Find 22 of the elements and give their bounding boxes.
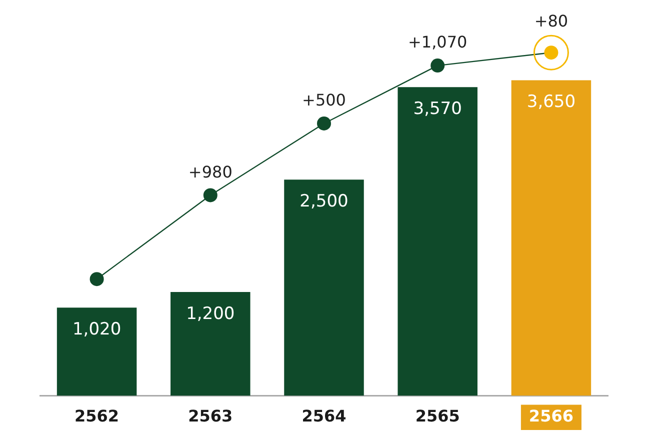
x-tick-label: 2564	[302, 406, 346, 426]
x-tick-label: 2565	[415, 406, 460, 426]
data-label: 3,650	[526, 92, 576, 112]
annotation: +500	[302, 90, 346, 110]
bar	[56, 308, 137, 396]
point	[430, 58, 445, 73]
x-tick-label: 2562	[74, 406, 120, 426]
annotation: +1,070	[408, 32, 468, 52]
bar	[170, 292, 250, 396]
point	[317, 116, 331, 130]
x-tick-label: 2566	[528, 406, 574, 426]
bar	[284, 180, 364, 396]
data-label: 2,500	[300, 192, 348, 212]
point	[203, 188, 218, 202]
point	[90, 272, 104, 286]
x-tick-label: 2563	[188, 406, 233, 426]
annotation: +980	[188, 162, 232, 182]
bar	[511, 80, 592, 396]
data-label: 1,020	[72, 320, 122, 340]
annotation: +80	[534, 12, 568, 31]
data-label: 3,570	[413, 99, 462, 120]
data-label: 1,200	[186, 304, 235, 324]
